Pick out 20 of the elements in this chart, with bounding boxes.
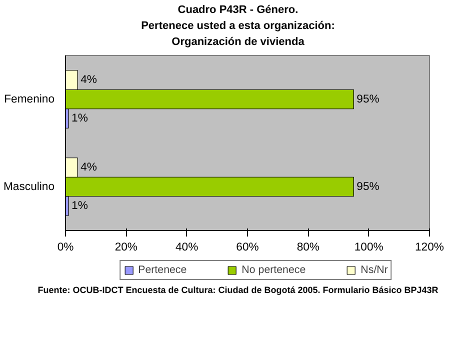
legend-label: Pertenece	[138, 264, 187, 276]
data-label: 4%	[80, 162, 98, 174]
y-tick-label: Masculino	[4, 180, 54, 193]
legend-label: No pertenece	[242, 264, 306, 276]
data-label: 95%	[356, 180, 380, 193]
x-tick-label: 0%	[57, 242, 74, 254]
x-tick-label: 40%	[175, 242, 198, 254]
x-tick-label: 60%	[236, 242, 259, 254]
data-label: 4%	[80, 74, 98, 86]
data-label: 1%	[72, 200, 88, 212]
x-tick-label: 120%	[415, 242, 444, 254]
x-tick-label: 20%	[114, 242, 138, 254]
data-label: 95%	[356, 93, 380, 106]
y-tick-label: Femenino	[4, 93, 54, 106]
source-note: Fuente: OCUB-IDCT Encuesta de Cultura: Ciudad de Bogotá 2005. Formulario Básico BPJ43R	[38, 284, 438, 297]
data-label: 1%	[72, 112, 88, 124]
chart-title: Cuadro P43R - Género. Pertenece usted a esta organización: Organización de vivienda	[141, 3, 335, 50]
x-tick-label: 80%	[296, 242, 320, 254]
x-tick-label: 100%	[354, 242, 384, 254]
legend-label: Ns/Nr	[360, 264, 388, 276]
